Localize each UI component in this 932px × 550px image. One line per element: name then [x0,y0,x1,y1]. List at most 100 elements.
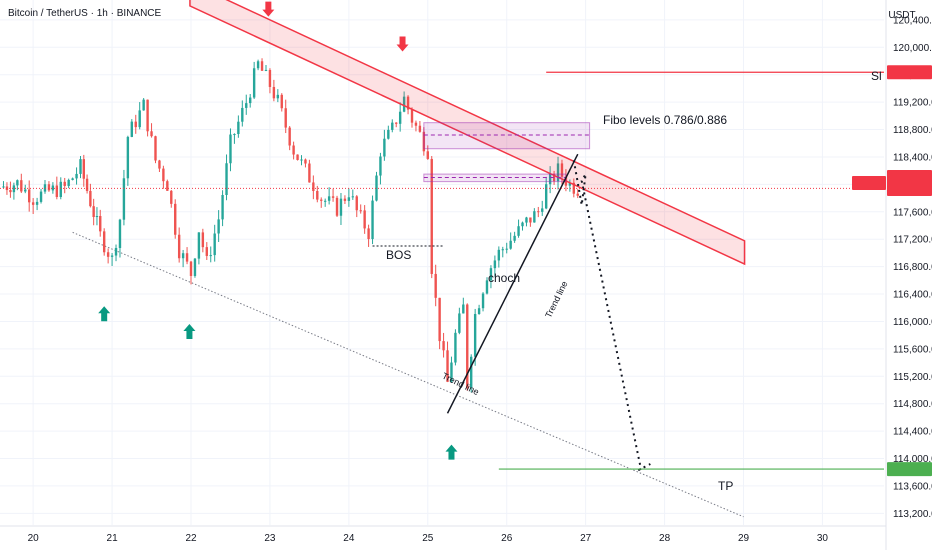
candle-body [477,308,481,315]
candle-body [521,222,524,227]
x-tick-label: 23 [264,533,276,544]
fibo-label: Fibo levels 0.786/0.886 [603,113,727,127]
candles [2,58,579,393]
chart-title: Bitcoin / TetherUS · 1h · BINANCE [8,8,162,19]
x-tick-label: 25 [422,533,434,544]
candle-body [268,69,272,87]
candle-body [292,145,295,155]
candle-body [359,210,362,212]
candle-body [114,247,118,256]
y-tick-label: 118,400.00 [893,152,932,163]
candle-body [181,253,185,259]
candle-body [110,255,114,257]
candle-body [142,99,145,111]
candle-body [430,158,433,274]
x-tick-label: 24 [343,533,355,544]
candle-body [288,127,291,146]
symbol-badge [852,175,886,190]
lower-trend-line-label: Trend line [441,371,481,397]
candle-body [272,86,276,99]
grid-lines [0,0,884,525]
candle-body [308,163,311,183]
candle-body [118,219,122,248]
candle-body [537,211,540,213]
tp-price-badge [887,462,932,477]
candle-body [568,182,572,186]
y-tick-label: 116,400.00 [893,290,932,301]
candle-body [229,134,232,164]
candle-body [252,68,256,98]
x-tick-label: 22 [185,533,197,544]
candle-body [245,103,248,108]
candle-body [150,131,153,137]
candle-body [122,178,126,220]
overlays [0,0,884,472]
candle-body [217,219,220,234]
candle-body [331,196,335,198]
candle-body [280,94,283,109]
candle-body [31,202,35,205]
candle-body [20,180,23,192]
candle-body [237,121,240,135]
candle-body [485,280,489,294]
x-tick-label: 30 [817,533,829,544]
candle-body [99,216,102,232]
candle-body [146,99,149,132]
candle-body [391,122,394,130]
candle-body [35,201,39,205]
candle-body [89,190,92,207]
candle-body [63,181,66,186]
candle-body [466,304,469,388]
candle-body [509,240,512,249]
x-tick-label: 26 [501,533,513,544]
candle-body [462,304,465,314]
candle-body [497,249,501,261]
price-axis-bg [886,0,932,550]
candle-body [193,258,197,276]
candle-body [442,341,445,351]
candle-body [454,332,457,363]
y-tick-label: 113,600.00 [893,481,932,492]
candle-body [154,136,157,161]
y-tick-label: 120,400.00 [893,15,932,26]
price-axis[interactable]: USDT120,400.00120,000.00119,600.00119,20… [852,0,932,550]
candle-body [556,163,560,182]
candle-body [410,109,414,123]
candle-body [28,189,31,203]
lower-trend-line [72,231,744,518]
time-axis[interactable]: 20 21 22 23 24 25 26 27 28 29 30 [0,525,886,544]
candle-body [241,107,244,122]
candle-body [225,163,228,196]
up-arrow-icon [445,444,458,460]
candle-body [138,110,141,128]
candle-body [398,111,402,124]
candle-body [347,197,351,201]
candle-body [276,94,280,99]
candle-body [402,96,406,112]
y-tick-label: 117,600.00 [893,207,932,218]
candle-body [201,232,205,248]
candle-body [24,189,27,192]
candle-body [343,198,347,201]
fibo-zone [423,122,591,150]
candle-body [134,121,137,128]
candle-body [189,261,193,276]
candle-body [264,69,268,71]
y-tick-label: 118,800.00 [893,125,932,136]
x-tick-label: 20 [28,533,40,544]
candle-body [106,252,110,257]
candle-body [501,249,504,251]
candle-body [260,61,264,71]
candle-body [351,196,355,198]
candle-body [446,350,449,382]
candle-body [174,203,177,235]
candle-body [438,297,441,342]
rising-trend-line-label: Trend line [543,279,569,319]
candle-body [458,313,461,333]
candle-body [513,235,516,241]
candle-body [9,190,12,193]
rising-trend-line [446,153,579,414]
candle-body [339,198,343,216]
candle-body [67,179,70,186]
